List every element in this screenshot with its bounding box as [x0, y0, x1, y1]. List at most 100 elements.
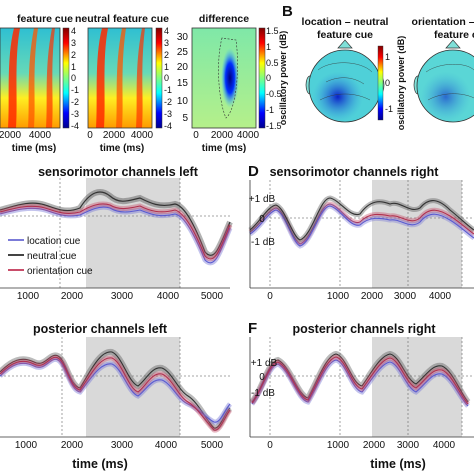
tf-map-2-frame	[87, 27, 153, 129]
tf3-ytick: 15	[177, 78, 189, 89]
panel-d-ytick-2: -1 dB	[251, 237, 275, 248]
topo-right-title-1: orientation – neutral	[412, 16, 474, 28]
panel-e: posterior channels left 1000 2000 3000 4…	[0, 322, 233, 471]
panel-c-xtick: 2000	[61, 291, 84, 302]
panel-c-legend: location cue neutral cue orientation cue	[8, 236, 93, 277]
cb1-tick: 3	[71, 38, 76, 48]
tf2-xlabel: time (ms)	[100, 143, 144, 154]
cb3-tick: -1	[266, 105, 274, 115]
legend-orientation-label: orientation cue	[27, 266, 93, 277]
panel-c-location-line	[0, 206, 231, 264]
tf-panel-3: difference 30 25 20 15 10 5 0 2000 4000 …	[177, 13, 288, 154]
panel-b: B location – neutral feature cue 1 0 -1 …	[282, 3, 474, 130]
panel-f: F posterior channels right +1 dB 0 -1 dB…	[248, 320, 474, 471]
cb2-tick: -2	[164, 97, 172, 107]
panel-e-title: posterior channels left	[33, 322, 168, 336]
tf3-xtick-0: 0	[193, 130, 199, 141]
tf3-yticks: 30 25 20 15 10 5	[177, 32, 189, 124]
topo-cb-tick-0: 1	[385, 52, 390, 62]
panel-f-xtick: 4000	[433, 440, 456, 451]
panel-f-xtick: 2000	[363, 440, 386, 451]
panel-d-ytick-1: 0	[259, 214, 265, 225]
topo-cb-tick-1: 0	[385, 78, 390, 88]
panel-c-xtick: 1000	[17, 291, 40, 302]
panel-c-xtick: 4000	[157, 291, 180, 302]
cb1-tick: -4	[71, 121, 79, 131]
panel-e-neutral-line	[0, 351, 231, 429]
cb3-tick: 1.5	[266, 26, 279, 36]
cb2-tick: 1	[164, 62, 169, 72]
tf3-xtick-2: 4000	[237, 130, 260, 141]
panel-e-orientation-line	[0, 356, 231, 431]
cb1-tick: 2	[71, 50, 76, 60]
tf3-ytick: 20	[177, 62, 189, 73]
panel-e-xtick: 5000	[201, 440, 224, 451]
colorbar-2	[155, 27, 163, 129]
topo-colorbar	[377, 45, 384, 121]
tf-band-2a	[96, 28, 108, 128]
colorbar-3-label: oscillatory power (dB)	[278, 31, 288, 126]
panel-c: sensorimotor channels left location cue …	[0, 165, 233, 302]
topo-right-title-2: feature cue	[434, 29, 474, 41]
tf-panel-1: feature cue 2000 4000 time (ms) 4 3 2 1 …	[0, 13, 79, 154]
cb2-tick: 0	[164, 73, 169, 83]
panel-f-ytick-1: 0	[259, 372, 265, 383]
panel-f-neutral-line	[251, 353, 469, 403]
panel-c-xtick: 3000	[111, 291, 134, 302]
panel-d-orientation-line	[249, 203, 474, 245]
colorbar-3-ticks: 1.5 1 0.5 0 -0.5 -1 -1.5	[266, 26, 282, 131]
panel-f-xlabel: time (ms)	[370, 457, 426, 471]
cb2-tick: -1	[164, 85, 172, 95]
colorbar-2-ticks: 4 3 2 1 0 -1 -2 -3 -4	[164, 26, 172, 131]
topo-left-map	[309, 50, 381, 122]
tf2-xtick-0: 0	[87, 130, 93, 141]
panel-f-ytick-2: -1 dB	[251, 388, 275, 399]
panel-b-letter: B	[282, 3, 293, 20]
panel-d-xtick: 1000	[327, 291, 350, 302]
cb2-tick: 4	[164, 26, 169, 36]
panel-e-xtick: 4000	[155, 440, 178, 451]
panel-e-xtick: 3000	[111, 440, 134, 451]
tf-panel-2: neutral feature cue 0 2000 4000 time (ms…	[75, 13, 172, 154]
panel-c-shaded-window	[86, 178, 180, 288]
tf-cluster-outline	[218, 37, 238, 119]
topo-left-title-2: feature cue	[317, 29, 373, 41]
topo-left-nose	[337, 39, 353, 49]
tf1-xlabel: time (ms)	[12, 143, 56, 154]
cb3-tick: -0.5	[266, 89, 282, 99]
tf-diff-cluster	[221, 48, 239, 108]
cb1-tick: 1	[71, 62, 76, 72]
colorbar-1	[62, 27, 70, 129]
panel-e-xlabel: time (ms)	[72, 457, 128, 471]
colorbar-1-ticks: 4 3 2 1 0 -1 -2 -3 -4	[71, 26, 79, 131]
tf-band-1a	[8, 28, 20, 128]
tf-panel-1-title: feature cue	[17, 13, 73, 25]
panel-e-xtick: 2000	[61, 440, 84, 451]
tf-map-1-frame	[0, 27, 61, 129]
tf2-xtick-1: 2000	[103, 130, 126, 141]
tf3-xlabel: time (ms)	[202, 143, 246, 154]
tf-panel-2-title: neutral feature cue	[75, 13, 169, 25]
tf1-xtick-0: 2000	[0, 130, 22, 141]
tf3-ytick: 25	[177, 47, 189, 58]
panel-c-orientation-line	[0, 203, 231, 260]
tf3-ytick: 5	[182, 113, 188, 124]
cb3-tick: 1	[266, 42, 271, 52]
tf2-xtick-2: 4000	[131, 130, 154, 141]
cb1-tick: -1	[71, 85, 79, 95]
panel-d-xtick: 4000	[429, 291, 452, 302]
cb3-tick: 0.5	[266, 58, 279, 68]
legend-location-label: location cue	[27, 236, 81, 247]
panel-d: D sensorimotor channels right +1 dB 0 -1…	[248, 163, 474, 302]
cb2-tick: 3	[164, 38, 169, 48]
cb3-tick: -1.5	[266, 121, 282, 131]
panel-d-xtick: 3000	[394, 291, 417, 302]
tf-band-1b	[28, 28, 38, 128]
topo-cb-tick-2: -1	[385, 104, 393, 114]
topo-right-nose	[445, 39, 461, 49]
panel-e-location-line	[0, 358, 231, 423]
tf-band-1c	[46, 28, 55, 128]
panel-f-letter: F	[248, 320, 257, 337]
tf-map-3-frame	[191, 27, 257, 129]
topo-left-title-1: location – neutral	[302, 16, 389, 28]
